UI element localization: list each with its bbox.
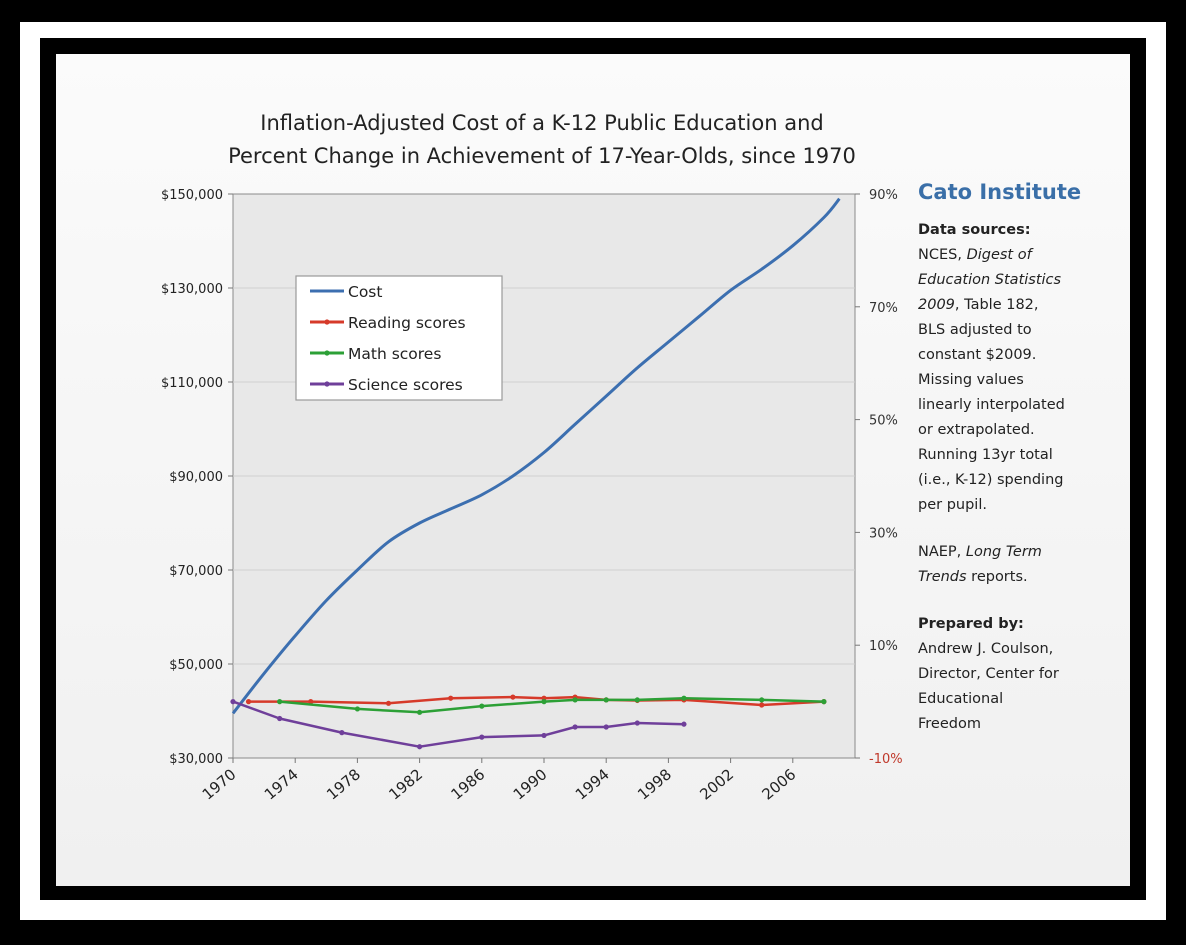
data-point-math-scores bbox=[354, 706, 360, 712]
data-point-math-scores bbox=[634, 697, 640, 703]
left-tick-label: $110,000 bbox=[161, 376, 223, 391]
naep-rest: reports. bbox=[966, 569, 1028, 585]
data-point-math-scores bbox=[277, 699, 283, 705]
nces-line: Running 13yr total bbox=[918, 447, 1053, 463]
naep-italic-2: Trends bbox=[918, 569, 967, 585]
data-point-reading-scores bbox=[385, 700, 392, 706]
series-lines bbox=[230, 197, 841, 750]
x-tick-label: 2006 bbox=[759, 765, 800, 803]
right-tick-label: 10% bbox=[869, 639, 898, 654]
x-tick-label: 1990 bbox=[510, 765, 551, 803]
data-point-science-scores bbox=[572, 724, 578, 730]
data-point-science-scores bbox=[541, 732, 547, 739]
nces-italic-3: 2009 bbox=[918, 297, 955, 313]
data-sources-notes: Data sources: NCES, Digest of Education … bbox=[918, 178, 1118, 737]
data-point-science-scores bbox=[417, 744, 423, 750]
legend-marker-science-scores bbox=[324, 381, 330, 387]
data-point-reading-scores bbox=[448, 695, 454, 701]
x-tick-label: 1978 bbox=[323, 765, 364, 803]
data-point-reading-scores bbox=[308, 699, 314, 705]
data-point-science-scores bbox=[603, 724, 609, 730]
naep-italic-1: Long Term bbox=[965, 544, 1042, 560]
legend: Cost Reading scores Math scores Science sco… bbox=[295, 275, 503, 401]
right-tick-label: 90% bbox=[869, 188, 898, 203]
data-point-reading-scores bbox=[510, 694, 516, 700]
nces-prefix: NCES, bbox=[918, 247, 967, 263]
nces-line: or extrapolated. bbox=[918, 422, 1035, 438]
series-line-science-scores bbox=[232, 700, 685, 748]
legend-marker-math-scores bbox=[324, 350, 330, 356]
data-point-math-scores bbox=[417, 709, 423, 715]
x-tick-label: 1970 bbox=[199, 765, 240, 803]
x-tick-label: 1998 bbox=[634, 765, 675, 803]
left-tick-label: $30,000 bbox=[169, 752, 223, 767]
nces-line: constant $2009. bbox=[918, 347, 1037, 363]
sources-heading: Data sources: bbox=[918, 222, 1031, 238]
nces-line-1: NCES, Digest of bbox=[918, 243, 1118, 268]
x-tick-label: 1986 bbox=[448, 765, 489, 803]
nces-line: BLS adjusted to bbox=[918, 322, 1032, 338]
left-tick-label: $50,000 bbox=[169, 658, 223, 673]
nces-line: linearly interpolated bbox=[918, 397, 1065, 413]
left-tick-label: $90,000 bbox=[169, 470, 223, 485]
data-point-math-scores bbox=[681, 695, 687, 701]
right-tick-label: -10% bbox=[869, 752, 903, 767]
prepared-line: Director, Center for bbox=[918, 666, 1059, 682]
data-point-science-scores bbox=[230, 699, 236, 705]
naep-prefix: NAEP, bbox=[918, 544, 966, 560]
nces-line: per pupil. bbox=[918, 497, 987, 513]
chart-title-line-2: Percent Change in Achievement of 17-Year… bbox=[228, 144, 856, 168]
data-point-science-scores bbox=[634, 720, 640, 726]
data-point-science-scores bbox=[681, 721, 687, 727]
x-tick-label: 2002 bbox=[696, 765, 737, 803]
left-tick-label: $150,000 bbox=[161, 188, 223, 203]
right-tick-label: 70% bbox=[869, 301, 898, 316]
nces-italic-1: Digest of bbox=[966, 247, 1032, 263]
nces-line: (i.e., K-12) spending bbox=[918, 472, 1064, 488]
legend-label-cost: Cost bbox=[348, 283, 382, 301]
chart-title-line-1: Inflation-Adjusted Cost of a K-12 Public… bbox=[260, 111, 823, 135]
data-point-reading-scores bbox=[759, 702, 765, 708]
nces-line-3: 2009, Table 182, bbox=[918, 293, 1118, 318]
data-point-science-scores bbox=[479, 734, 485, 740]
data-point-math-scores bbox=[572, 697, 578, 703]
legend-marker-reading-scores bbox=[324, 319, 330, 325]
prepared-heading: Prepared by: bbox=[918, 616, 1024, 632]
data-point-reading-scores bbox=[245, 699, 252, 705]
nces-line: Missing values bbox=[918, 372, 1024, 388]
chart-title: Inflation-Adjusted Cost of a K-12 Public… bbox=[228, 111, 856, 168]
data-point-science-scores bbox=[277, 715, 283, 722]
x-tick-label: 1974 bbox=[261, 765, 302, 803]
brand-label: Cato Institute bbox=[918, 180, 1082, 204]
left-tick-label: $70,000 bbox=[169, 564, 223, 579]
prepared-line: Andrew J. Coulson, bbox=[918, 641, 1054, 657]
naep-line-1: NAEP, Long Term bbox=[918, 540, 1118, 565]
x-axis-tick-labels: 1970 1974 1978 1982 1986 1990 1994 1998 2002 2006 bbox=[199, 765, 800, 803]
right-tick-label: 30% bbox=[869, 526, 898, 541]
legend-label-math-scores: Math scores bbox=[348, 345, 441, 363]
nces-rest-1: , Table 182, bbox=[954, 297, 1039, 313]
data-point-math-scores bbox=[479, 703, 485, 709]
data-point-math-scores bbox=[759, 697, 765, 703]
left-axis-tick-labels: $150,000 $130,000 $110,000 $90,000 $70,000 $5… bbox=[161, 188, 223, 767]
data-point-math-scores bbox=[821, 699, 827, 705]
prepared-line: Educational bbox=[918, 691, 1004, 707]
right-tick-label: 50% bbox=[869, 414, 898, 429]
x-tick-label: 1994 bbox=[572, 765, 613, 803]
legend-label-science-scores: Science scores bbox=[348, 376, 463, 394]
series-line-reading-scores bbox=[248, 695, 824, 707]
legend-box bbox=[295, 275, 503, 401]
series-line-cost bbox=[231, 197, 841, 715]
x-tick-label: 1982 bbox=[385, 765, 426, 803]
prepared-line: Freedom bbox=[918, 716, 981, 732]
data-point-science-scores bbox=[339, 730, 345, 736]
right-axis-tick-labels: 90% 70% 50% 30% 10% -10% bbox=[869, 188, 903, 767]
nces-italic-2: Education Statistics bbox=[918, 272, 1062, 288]
naep-line-2: Trends reports. bbox=[918, 565, 1118, 590]
data-point-math-scores bbox=[603, 697, 609, 703]
legend-label-reading-scores: Reading scores bbox=[348, 314, 466, 332]
data-point-math-scores bbox=[541, 699, 547, 705]
left-tick-label: $130,000 bbox=[161, 282, 223, 297]
